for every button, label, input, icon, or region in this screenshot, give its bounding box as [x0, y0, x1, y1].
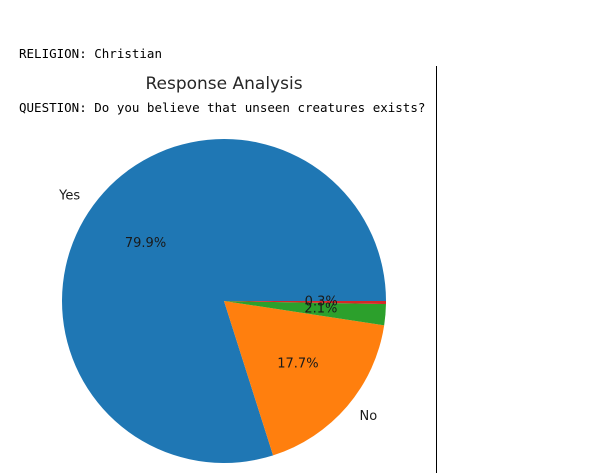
header: RELIGION: Christian QUESTION: Do you bel… — [19, 9, 425, 135]
pct-label-3: 0.3% — [305, 294, 338, 309]
religion-line: RELIGION: Christian — [19, 46, 162, 61]
slice-label-no: No — [360, 409, 378, 424]
question-line: QUESTION: Do you believe that unseen cre… — [19, 100, 426, 115]
pct-label-2: 2.1% — [304, 302, 337, 317]
pie-labels: 79.9% Yes 17.7% No 2.1%0.3% — [58, 188, 377, 424]
pie-slices — [62, 138, 387, 464]
pie-slice-no — [224, 301, 385, 456]
chart-title: Response Analysis — [145, 74, 302, 94]
pct-label-0: 79.9% — [125, 236, 166, 251]
slice-label-yes: Yes — [58, 188, 80, 203]
pct-label-1: 17.7% — [277, 357, 318, 372]
pie-slice-slice-3 — [224, 301, 387, 305]
pie-slice-slice-2 — [224, 301, 386, 326]
